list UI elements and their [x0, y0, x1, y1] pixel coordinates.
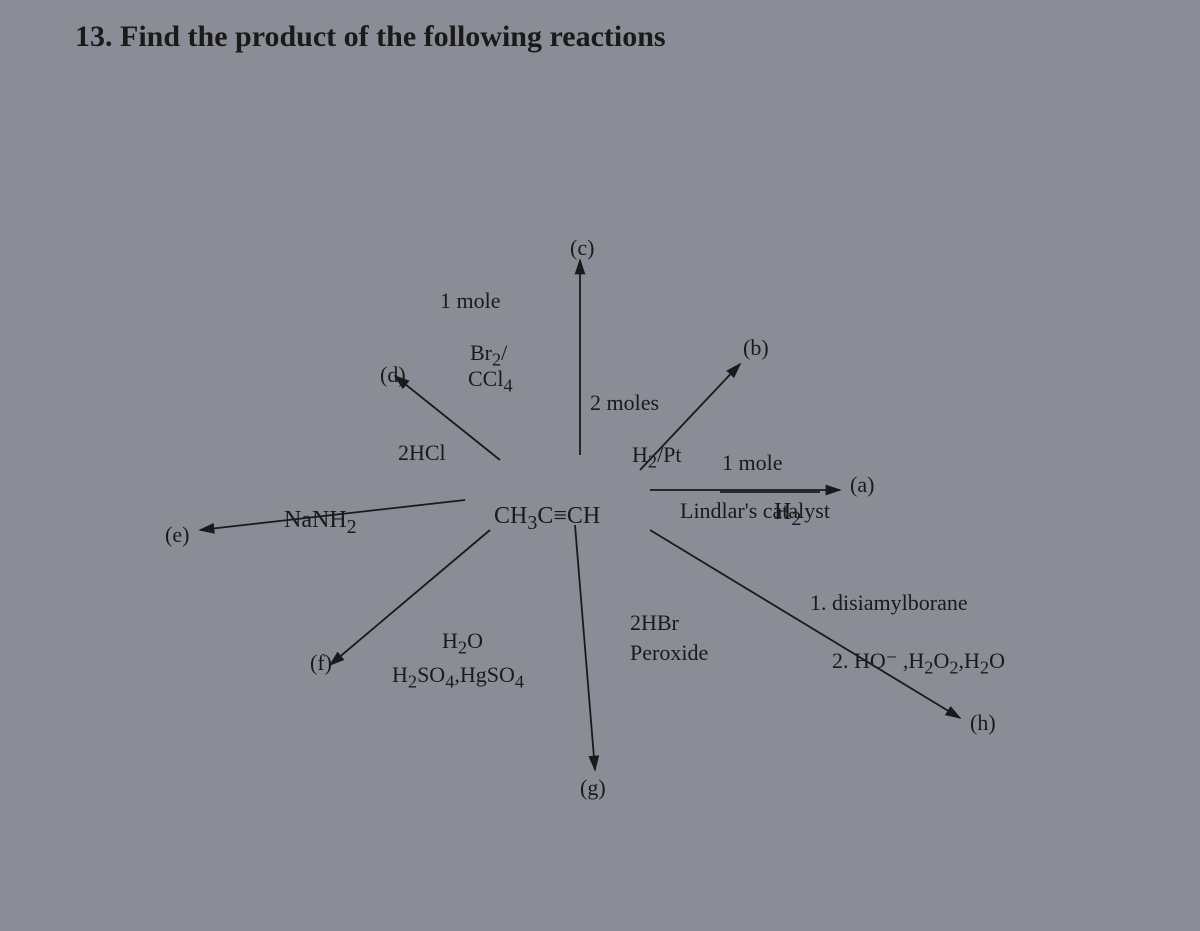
reagent-d: 2HCl: [398, 440, 446, 466]
reagent-c-line3: CCl4: [446, 340, 513, 422]
label-f: (f): [310, 650, 332, 676]
ch-text: CH: [567, 503, 600, 529]
label-d: (d): [380, 362, 406, 388]
h-text: ,H: [897, 648, 924, 673]
so-text: SO: [417, 662, 445, 687]
h-text: H: [392, 662, 408, 687]
reagent-g-top: 2HBr: [630, 610, 679, 636]
sub2: 2: [347, 516, 357, 538]
reagent-b-top: 2 moles: [590, 390, 659, 416]
page: 13. Find the product of the following re…: [0, 0, 1200, 931]
sub2: 2: [648, 451, 657, 471]
reagent-a-bottom: Lindlar's catalyst: [680, 498, 830, 524]
label-a: (a): [850, 472, 874, 498]
o-text: O: [933, 648, 949, 673]
hgso-text: ,HgSO: [454, 662, 515, 687]
triple-bond: ≡: [553, 503, 567, 529]
reagent-e: NaNH2: [260, 480, 357, 566]
sub3: 3: [527, 512, 537, 534]
sub4: 4: [445, 671, 454, 691]
label-h: (h): [970, 710, 996, 736]
center-formula: CH3C≡CH: [470, 476, 600, 562]
h-text: H: [632, 442, 648, 467]
label-e: (e): [165, 522, 189, 548]
sub4b: 4: [515, 671, 524, 691]
label-g: (g): [580, 775, 606, 801]
sub2: 2: [408, 671, 417, 691]
reagent-h-line1: 1. disiamylborane: [810, 590, 968, 616]
reagent-g-bot: Peroxide: [630, 640, 708, 666]
minus: ⁻: [886, 648, 898, 673]
o2-text: O: [989, 648, 1005, 673]
reagent-c-line1: 1 mole: [440, 288, 501, 314]
label-b: (b): [743, 335, 769, 361]
sub2b: 2: [949, 657, 958, 677]
ccl-text: CCl: [468, 366, 503, 391]
c-text: C: [537, 503, 553, 529]
ho-text: 2. HO: [832, 648, 886, 673]
nanh-text: NaNH: [284, 507, 347, 533]
reagent-b-bot: H2/Pt: [610, 416, 682, 498]
label-c: (c): [570, 235, 594, 261]
ch3-text: CH: [494, 503, 527, 529]
sub4: 4: [503, 375, 512, 395]
h2-text: ,H: [959, 648, 980, 673]
reagent-f-bot: H2SO4,HgSO4: [370, 636, 524, 718]
reagent-h-line2: 2. HO⁻ ,H2O2,H2O: [810, 622, 1005, 704]
pt-text: /Pt: [657, 442, 681, 467]
sub2c: 2: [980, 657, 989, 677]
